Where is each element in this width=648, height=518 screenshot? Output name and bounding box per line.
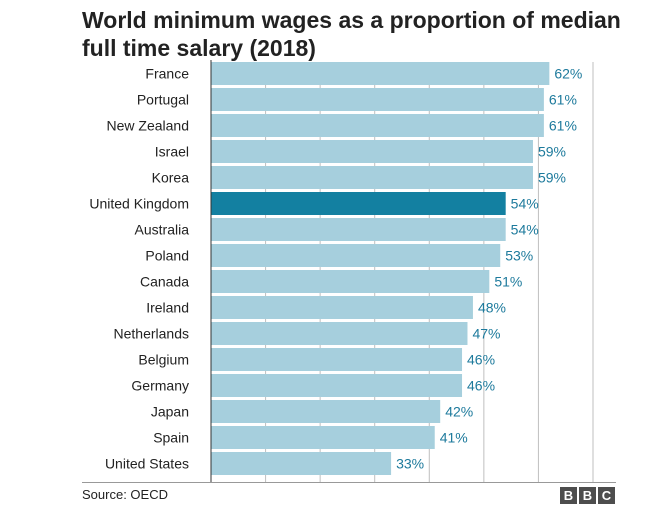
value-label: 54% <box>511 196 539 212</box>
value-label: 48% <box>478 300 506 316</box>
bar <box>211 218 506 241</box>
logo-letter: C <box>598 487 615 504</box>
category-label: Poland <box>145 248 189 264</box>
category-label: Spain <box>153 430 189 446</box>
category-label: Japan <box>151 404 189 420</box>
value-label: 46% <box>467 352 495 368</box>
category-label: Netherlands <box>114 326 190 342</box>
value-label: 61% <box>549 118 577 134</box>
bar <box>211 374 463 397</box>
value-label: 54% <box>511 222 539 238</box>
bar <box>211 192 506 215</box>
chart-title: World minimum wages as a proportion of m… <box>82 7 621 61</box>
bar <box>211 322 468 345</box>
bar <box>211 244 501 267</box>
value-label: 41% <box>440 430 468 446</box>
value-labels: 62% 61% 61% 59% 59% 54% 54% 53% 51% 48% 47% 46% 46% 4… <box>396 66 582 472</box>
source-note: Source: OECD <box>82 487 168 502</box>
bar <box>211 88 544 111</box>
category-label: United Kingdom <box>89 196 189 212</box>
category-labels: France Portugal New Zealand Israel Korea Unit… <box>89 66 189 472</box>
value-label: 42% <box>445 404 473 420</box>
bar <box>211 270 490 293</box>
logo-letter: B <box>579 487 596 504</box>
category-label: Israel <box>155 144 189 160</box>
value-label: 62% <box>554 66 582 82</box>
category-label: Belgium <box>138 352 189 368</box>
category-label: Australia <box>135 222 190 238</box>
bar <box>211 166 533 189</box>
bar <box>211 452 392 475</box>
bar <box>211 426 435 449</box>
value-label: 47% <box>472 326 500 342</box>
footer-divider <box>82 482 616 483</box>
bars <box>211 62 550 475</box>
category-label: Portugal <box>137 92 189 108</box>
value-label: 51% <box>494 274 522 290</box>
bar <box>211 114 544 137</box>
bar <box>211 400 441 423</box>
bar <box>211 348 463 371</box>
category-label: Canada <box>140 274 189 290</box>
category-label: Ireland <box>146 300 189 316</box>
value-label: 59% <box>538 170 566 186</box>
category-label: Korea <box>152 170 190 186</box>
value-label: 46% <box>467 378 495 394</box>
bar <box>211 140 533 163</box>
category-label: Germany <box>131 378 189 394</box>
category-label: New Zealand <box>107 118 190 134</box>
value-label: 53% <box>505 248 533 264</box>
bar <box>211 62 550 85</box>
value-label: 33% <box>396 456 424 472</box>
bbc-logo: B B C <box>560 487 615 504</box>
category-label: France <box>145 66 189 82</box>
value-label: 59% <box>538 144 566 160</box>
bar <box>211 296 473 319</box>
category-label: United States <box>105 456 189 472</box>
value-label: 61% <box>549 92 577 108</box>
logo-letter: B <box>560 487 577 504</box>
